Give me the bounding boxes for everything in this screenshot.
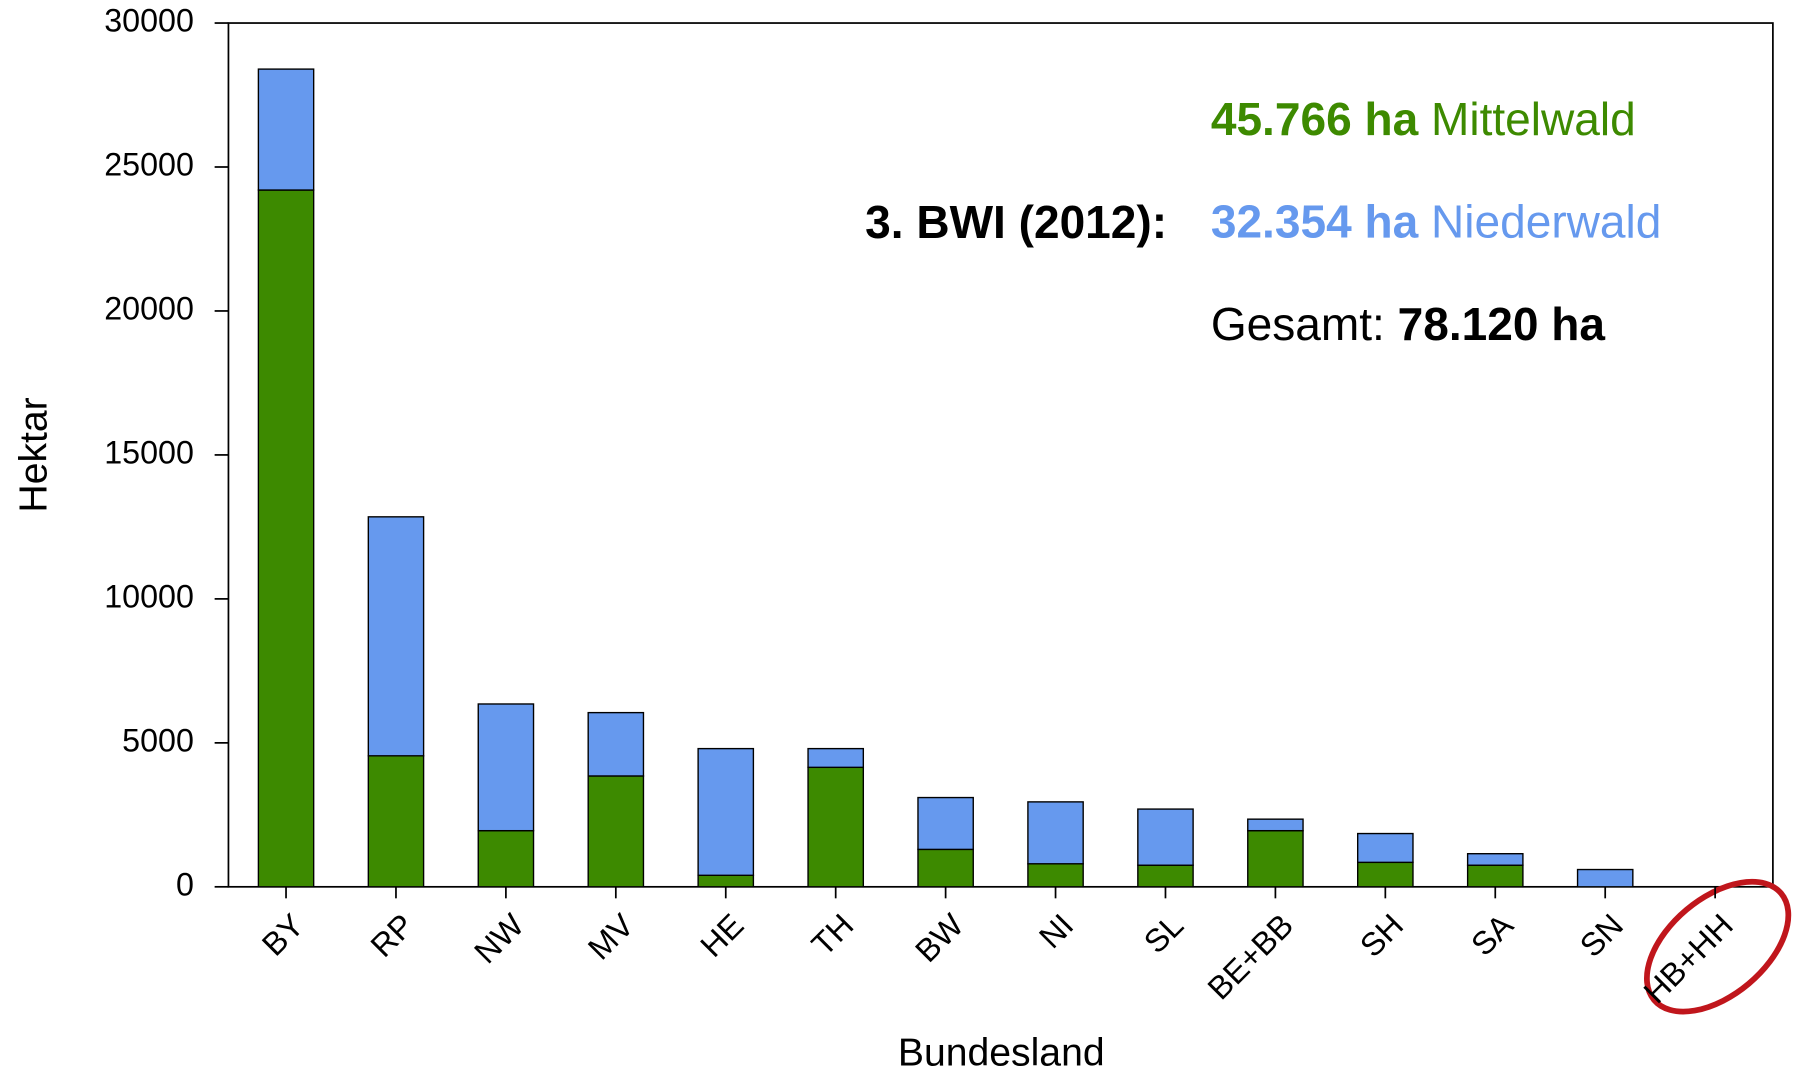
bar-segment: [1027, 801, 1084, 865]
bar-segment: [367, 755, 425, 888]
inventory-label: 3. BWI (2012):: [865, 196, 1167, 248]
bar-segment: [477, 703, 535, 832]
niederwald-annotation: 32.354 ha Niederwald: [1211, 196, 1662, 248]
x-tick-label: SL: [1137, 907, 1190, 960]
bar-segment: [257, 68, 315, 191]
mittelwald-annotation: 45.766 ha Mittelwald: [1211, 93, 1636, 145]
bar-segment: [1247, 818, 1304, 832]
x-tick-label: NI: [1032, 907, 1080, 955]
gesamt-total: 78.120 ha: [1398, 298, 1606, 350]
x-tick-label: SA: [1464, 907, 1520, 963]
bar-segment: [807, 747, 865, 769]
x-tick-label: HE: [693, 907, 750, 964]
y-tick-label: 15000: [104, 434, 194, 470]
bar-segment: [1137, 808, 1194, 866]
bar-segment: [697, 874, 755, 888]
bar-segment: [807, 766, 865, 888]
plot-frame: [227, 22, 1774, 888]
bar-segment: [1247, 829, 1304, 888]
niederwald-total: 32.354 ha: [1211, 196, 1419, 248]
x-tick-label: SH: [1353, 907, 1410, 964]
y-axis-label: Hektar: [12, 397, 55, 512]
mittelwald-total: 45.766 ha: [1211, 93, 1419, 145]
bar-segment: [917, 848, 974, 888]
bar-segment: [367, 516, 425, 757]
niederwald-name: Niederwald: [1431, 196, 1661, 248]
x-tick-label: RP: [364, 907, 421, 964]
y-tick-label: 25000: [104, 147, 194, 183]
x-tick-label: MV: [581, 907, 641, 967]
y-tick-label: 0: [176, 866, 194, 902]
x-tick-label: BW: [908, 906, 971, 969]
bar-segment: [1466, 853, 1524, 866]
bar-segment: [1137, 864, 1194, 888]
bar-segment: [917, 796, 974, 851]
y-tick-label: 5000: [122, 722, 194, 758]
bar-segment: [1576, 868, 1634, 888]
highlight-ellipse: [1644, 878, 1792, 1015]
y-tick-label: 10000: [104, 578, 194, 614]
bar-segment: [587, 711, 645, 777]
bar-segment: [257, 189, 315, 888]
gesamt-annotation: Gesamt: 78.120 ha: [1211, 298, 1606, 350]
bar-segment: [1027, 863, 1084, 888]
gesamt-label: Gesamt:: [1211, 298, 1385, 350]
bar-segment: [1466, 864, 1524, 888]
bar-segment: [1357, 832, 1414, 864]
mittelwald-name: Mittelwald: [1431, 93, 1636, 145]
x-tick-label: BE+BB: [1201, 907, 1301, 1007]
y-tick-label: 20000: [104, 290, 194, 326]
x-tick-label: NW: [467, 906, 531, 970]
bar-segment: [477, 829, 535, 888]
bar-segment: [587, 775, 645, 888]
x-tick-label: BY: [255, 907, 311, 963]
bar-segment: [1357, 861, 1414, 888]
bar-segment: [697, 747, 755, 876]
x-tick-label: TH: [805, 907, 861, 963]
x-axis-label: Bundesland: [898, 1031, 1105, 1074]
x-tick-label: SN: [1573, 907, 1630, 964]
y-tick-label: 30000: [104, 3, 194, 39]
